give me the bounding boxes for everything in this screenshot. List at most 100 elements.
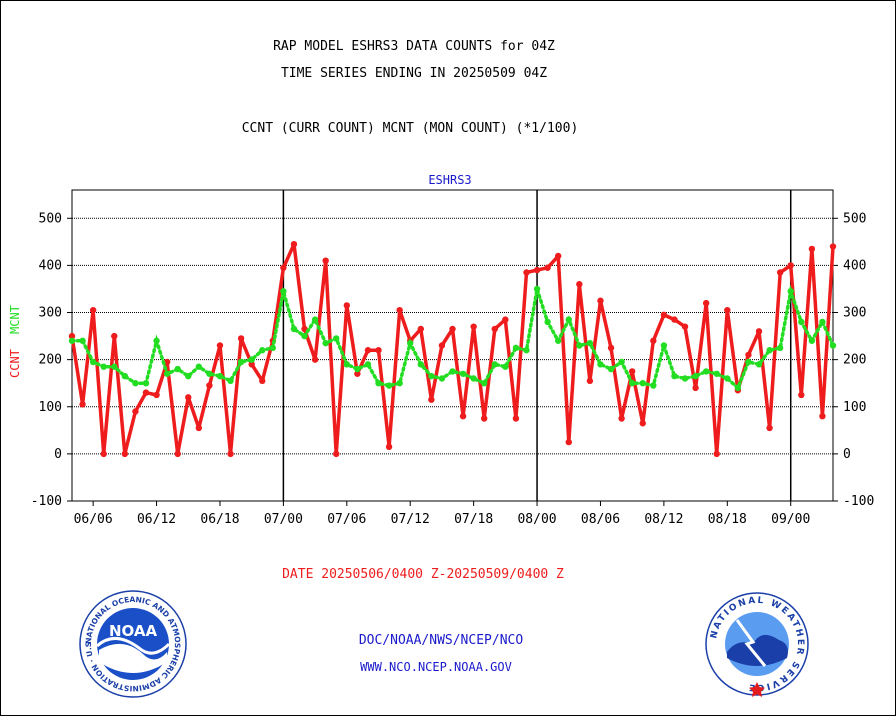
date-range: DATE 20250506/0400 Z-20250509/0400 Z <box>282 567 564 582</box>
ccnt-point <box>364 347 372 354</box>
mcnt-point <box>544 318 551 326</box>
x-tick-label: 08/00 <box>517 512 556 527</box>
ccnt-point <box>586 377 594 385</box>
y-tick-label-right: 300 <box>843 306 866 321</box>
ccnt-point <box>681 323 689 330</box>
mcnt-point <box>702 368 710 375</box>
mcnt-point <box>819 318 826 326</box>
ccnt-point <box>248 361 255 368</box>
ccnt-point <box>607 344 615 352</box>
mcnt-point <box>280 288 287 295</box>
ccnt-point <box>428 396 435 403</box>
mcnt-point <box>290 325 298 333</box>
ccnt-point <box>702 299 710 307</box>
mcnt-point <box>745 358 752 366</box>
y-ticks-left: -100 0 100 200 300 400 500 <box>31 211 72 509</box>
ccnt-point <box>512 415 520 422</box>
ccnt-point <box>798 391 805 399</box>
ccnt-point <box>195 424 203 432</box>
org-line: DOC/NOAA/NWS/NCEP/NCO <box>359 633 524 648</box>
ccnt-point <box>766 424 773 432</box>
ccnt-point <box>153 391 160 399</box>
x-tick-label: 06/18 <box>200 512 239 527</box>
mcnt-point <box>586 339 594 347</box>
ccnt-point <box>692 384 699 392</box>
ccnt-point <box>417 325 424 333</box>
mcnt-point <box>407 339 414 347</box>
mcnt-point <box>576 342 583 349</box>
mcnt-point <box>628 379 636 387</box>
mcnt-point <box>650 382 657 389</box>
series-mcnt <box>68 284 837 392</box>
ccnt-point <box>491 325 498 333</box>
mcnt-point <box>311 316 319 323</box>
mcnt-point <box>428 372 435 380</box>
website-link[interactable]: WWW.NCO.NCEP.NOAA.GOV <box>360 660 512 674</box>
mcnt-point <box>618 358 625 366</box>
ccnt-line <box>70 242 835 456</box>
mcnt-point <box>185 372 192 380</box>
ccnt-point <box>544 264 551 271</box>
ccnt-point <box>227 450 234 458</box>
mcnt-point <box>470 375 477 382</box>
y-tick-label-left: 0 <box>54 447 62 462</box>
x-tick-label: 07/00 <box>264 512 303 527</box>
mcnt-point <box>100 363 107 370</box>
mcnt-point <box>776 344 784 352</box>
ccnt-point <box>597 297 604 304</box>
mcnt-point <box>354 365 361 373</box>
mcnt-point <box>766 347 773 354</box>
x-tick-label: 09/00 <box>771 512 810 527</box>
mcnt-point <box>512 344 520 352</box>
ccnt-point <box>660 311 668 319</box>
y-ticks-right: -100 0 100 200 300 400 500 <box>833 211 874 509</box>
mcnt-point <box>724 375 731 382</box>
y-label-mcnt: MCNT <box>8 305 22 334</box>
mcnt-point <box>597 361 604 368</box>
y-tick-label-right: 100 <box>843 400 866 415</box>
y-tick-label-right: 500 <box>843 211 866 226</box>
ccnt-point <box>185 394 192 401</box>
title-line-1: RAP MODEL ESHRS3 DATA COUNTS for 04Z <box>273 39 555 54</box>
mcnt-point <box>808 337 816 344</box>
ccnt-point <box>311 356 319 363</box>
ccnt-point <box>533 266 541 274</box>
ccnt-point <box>808 245 816 253</box>
x-tick-label: 08/06 <box>581 512 620 527</box>
y-tick-label-right: 200 <box>843 353 866 368</box>
x-tick-label: 08/12 <box>644 512 683 527</box>
ccnt-point <box>100 450 107 458</box>
mcnt-point <box>438 375 446 382</box>
nws-logo: NATIONAL WEATHER SERVICE <box>705 592 809 697</box>
y-label-ccnt: CCNT <box>8 349 22 378</box>
y-tick-label-left: 500 <box>39 211 62 226</box>
mcnt-point <box>755 361 763 368</box>
day-dividers <box>282 190 792 501</box>
ccnt-point <box>713 450 720 458</box>
mcnt-point <box>79 337 86 344</box>
ccnt-point <box>565 438 572 446</box>
mcnt-point <box>248 356 255 363</box>
mcnt-point <box>333 335 340 342</box>
ccnt-point <box>396 306 403 314</box>
ccnt-point <box>755 328 763 335</box>
y-tick-label-left: 300 <box>39 306 62 321</box>
ccnt-point <box>206 382 213 389</box>
ccnt-point <box>375 347 382 354</box>
ccnt-point <box>111 332 118 340</box>
mcnt-point <box>206 370 213 377</box>
y-tick-label-left: 100 <box>39 400 62 415</box>
mcnt-point <box>734 384 742 392</box>
mcnt-point <box>417 361 424 368</box>
mcnt-point <box>787 288 794 295</box>
ccnt-point <box>554 252 562 260</box>
ccnt-point <box>280 264 287 271</box>
y-tick-label-right: 400 <box>843 258 866 273</box>
ccnt-point <box>121 450 129 458</box>
mcnt-point <box>671 372 678 380</box>
series-ccnt <box>68 240 837 458</box>
y-tick-label-right: -100 <box>843 494 874 509</box>
chart-subtitle: CCNT (CURR COUNT) MCNT (MON COUNT) (*1/1… <box>242 121 579 136</box>
mcnt-point <box>660 342 668 349</box>
